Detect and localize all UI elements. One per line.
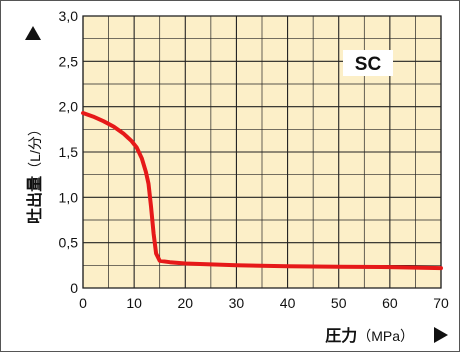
y-axis-label: 吐出量（L/分）: [25, 122, 44, 224]
x-axis-label-main: 圧力: [325, 326, 357, 345]
y-tick-label: 1,0: [59, 189, 79, 205]
x-axis-arrow-icon: [434, 327, 448, 343]
x-tick-label: 70: [433, 295, 449, 311]
x-axis-label: 圧力（MPa）: [325, 326, 414, 345]
flow-pressure-chart: 0 0,5 1,0 1,5 2,0 2,5 3,0 0 10 20 30 40 50 60 70 SC 吐…: [25, 8, 449, 345]
x-tick-label: 30: [229, 295, 245, 311]
major-grid: [82, 15, 442, 289]
y-axis-arrow-icon: [25, 26, 41, 40]
y-tick-label: 2,0: [59, 99, 79, 115]
y-tick-label: 2,5: [59, 53, 79, 69]
y-tick-label: 3,0: [59, 8, 79, 24]
model-badge-label: SC: [355, 54, 382, 75]
series-line: [81, 111, 443, 271]
x-tick-label: 0: [79, 295, 87, 311]
y-tick-label: 0: [70, 280, 78, 296]
y-tick-labels: 0 0,5 1,0 1,5 2,0 2,5 3,0: [59, 8, 79, 296]
x-tick-label: 20: [177, 295, 193, 311]
y-axis-label-main: 吐出量: [25, 176, 44, 224]
y-axis-label-unit: （L/分）: [27, 122, 43, 176]
x-axis-label-unit: （MPa）: [357, 328, 414, 344]
series-layer: [81, 111, 443, 271]
x-tick-label: 40: [280, 295, 296, 311]
model-badge-background: [343, 50, 393, 76]
x-tick-label: 50: [331, 295, 347, 311]
x-tick-label: 60: [382, 295, 398, 311]
y-tick-label: 1,5: [59, 144, 79, 160]
x-tick-label: 10: [126, 295, 142, 311]
plot-border: [82, 15, 442, 289]
model-badge: SC: [343, 50, 393, 76]
y-tick-label: 0,5: [59, 235, 79, 251]
x-tick-labels: 0 10 20 30 40 50 60 70: [79, 295, 449, 311]
